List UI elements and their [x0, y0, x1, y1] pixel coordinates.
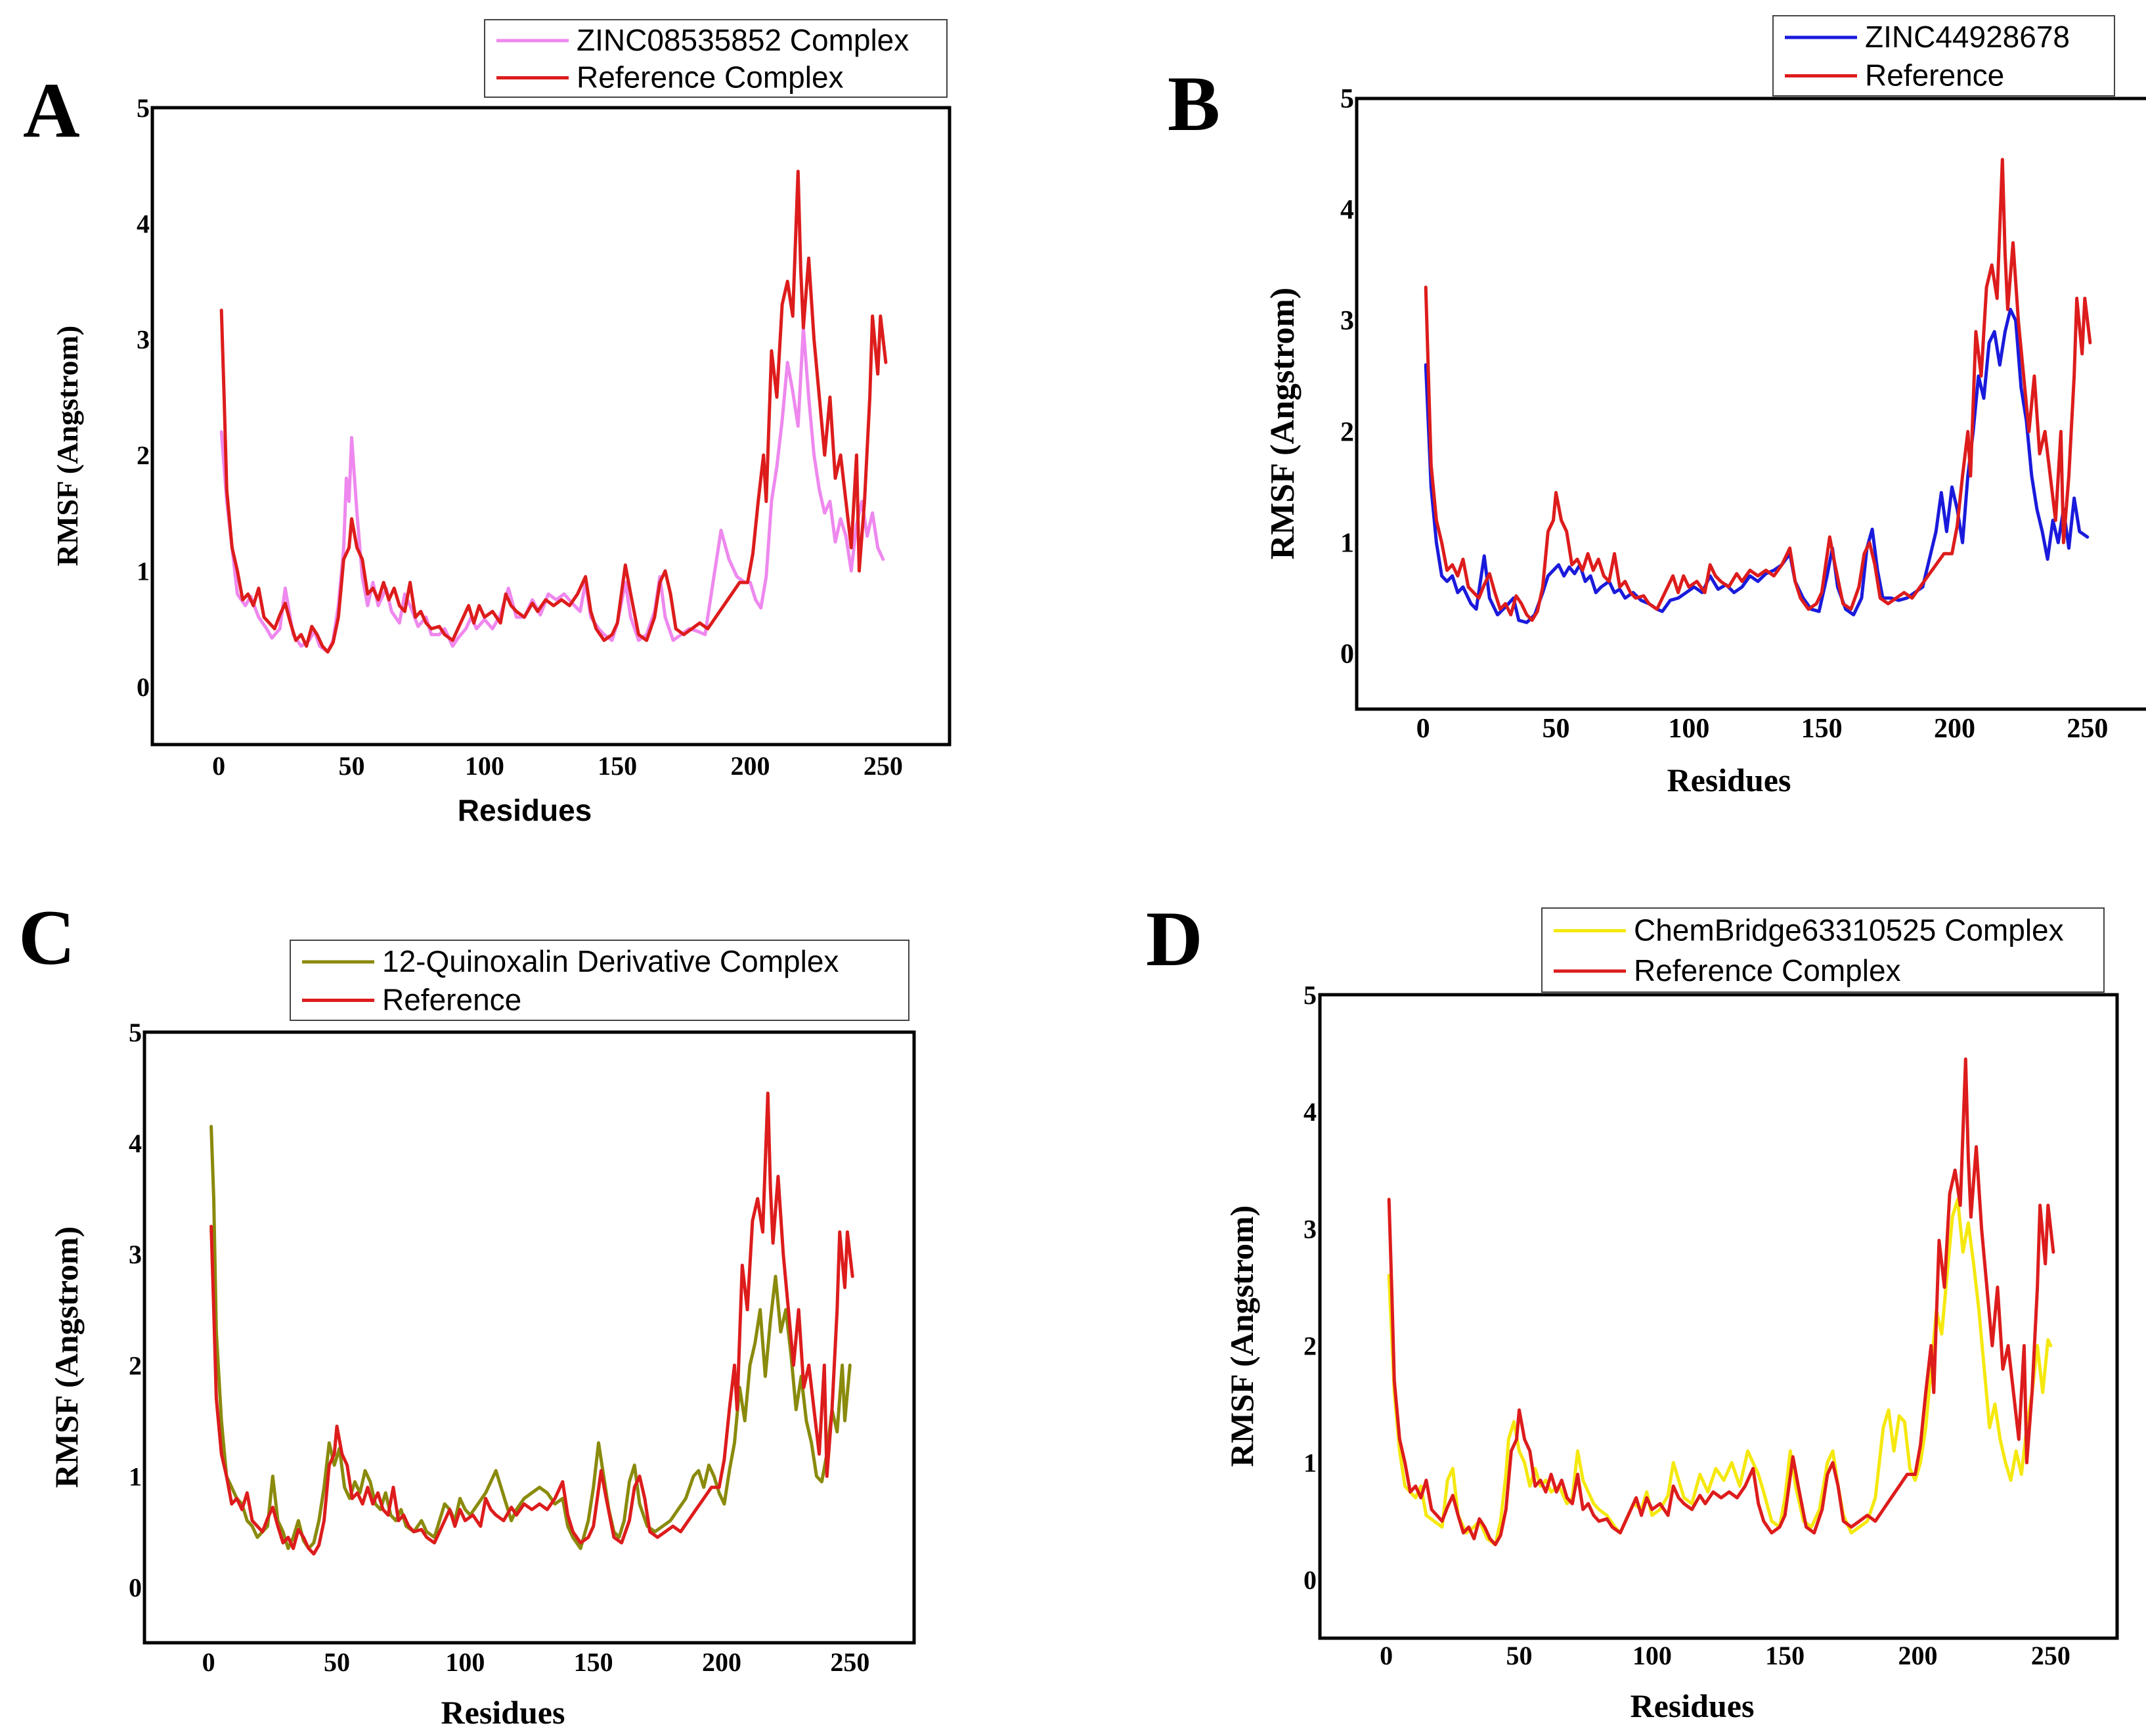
legend-label: 12-Quinoxalin Derivative Complex: [382, 944, 839, 978]
x-tick-label: 0: [1416, 714, 1430, 744]
series-line-complex: [1387, 1198, 2053, 1546]
y-tick-label: 5: [1303, 980, 1317, 1010]
x-tick-label: 250: [2031, 1641, 2070, 1670]
panel-c: C 0 50 100 150 200 250 0 1 2 3 4 5 Residues RMSF (Angs…: [18, 894, 916, 1731]
y-tick-label: 2: [137, 441, 150, 470]
legend-label: Reference Complex: [577, 60, 844, 95]
legend-box: [290, 940, 909, 1021]
x-tick-label: 100: [1632, 1641, 1672, 1670]
plot-frame: [1355, 97, 2146, 711]
series-group: [1424, 158, 2092, 624]
y-tick-label: 2: [1340, 417, 1354, 447]
series-line-reference: [1387, 1057, 2055, 1546]
legend-box: [484, 19, 948, 98]
x-tick-label: 200: [731, 751, 770, 781]
y-axis-title: RMSF (Angstrom): [1264, 288, 1302, 560]
y-tick-label: 0: [137, 672, 150, 702]
panel-d: D 0 50 100 150 200 250 0 1 2 3 4 5 Residues RMSF (Angs…: [1146, 895, 2119, 1724]
x-tick-label: 50: [324, 1647, 350, 1677]
panel-letter-b: B: [1168, 60, 1220, 147]
y-tick-label: 2: [129, 1351, 142, 1380]
x-tick-label: 0: [212, 751, 225, 781]
legend-label: Reference Complex: [1634, 953, 1901, 987]
panel-letter-c: C: [18, 894, 76, 981]
panel-b: B 0 50 100 150 200 250 0 1 2 3 4 5 Residues RMSF (Angs…: [1168, 15, 2146, 798]
plot-frame: [142, 1030, 916, 1645]
x-tick-label: 250: [864, 751, 903, 781]
series-line-complex: [209, 1125, 852, 1550]
x-tick-label: 250: [830, 1647, 869, 1677]
y-tick-label: 3: [1303, 1214, 1317, 1244]
x-tick-label: 150: [598, 751, 637, 781]
x-axis-title: Residues: [458, 793, 592, 827]
legend-label: Reference: [1865, 58, 2004, 93]
legend-label: Reference: [382, 983, 521, 1017]
x-tick-label: 100: [1668, 714, 1709, 744]
series-group: [209, 1091, 854, 1556]
legend: 12-Quinoxalin Derivative Complex Referenc…: [290, 940, 909, 1021]
y-tick-label: 0: [1340, 639, 1354, 669]
plot-frame: [1318, 993, 2119, 1640]
y-tick-label: 3: [129, 1240, 142, 1269]
y-tick-label: 1: [137, 556, 150, 586]
y-tick-label: 5: [129, 1018, 142, 1047]
x-tick-label: 200: [1898, 1641, 1938, 1670]
x-tick-label: 150: [574, 1647, 613, 1677]
x-tick-label: 50: [1543, 714, 1570, 744]
series-group: [1387, 1057, 2055, 1546]
y-tick-label: 4: [129, 1129, 142, 1158]
x-axis-title: Residues: [441, 1694, 565, 1731]
legend-label: ZINC44928678: [1865, 20, 2070, 54]
x-tick-label: 50: [339, 751, 365, 781]
y-tick-label: 3: [137, 325, 150, 355]
series-line-reference: [1424, 158, 2092, 622]
y-tick-label: 0: [1303, 1565, 1317, 1595]
panel-a: A 0 50 100 150 200 250 0 1 2 3 4 5 Residues RMSF (Angs…: [23, 19, 952, 827]
y-tick-label: 5: [1340, 84, 1354, 114]
x-tick-label: 150: [1801, 714, 1843, 744]
x-axis-title: Residues: [1667, 762, 1791, 798]
panel-letter-d: D: [1146, 895, 1203, 982]
y-axis-title: RMSF (Angstrom): [1223, 1205, 1260, 1467]
x-tick-label: 100: [445, 1647, 485, 1677]
y-axis-title: RMSF (Angstrom): [48, 1226, 85, 1488]
x-tick-label: 150: [1765, 1641, 1805, 1670]
y-tick-label: 0: [129, 1573, 142, 1602]
x-tick-label: 0: [202, 1647, 215, 1677]
legend-label: ChemBridge63310525 Complex: [1634, 913, 2064, 947]
y-tick-label: 1: [1303, 1448, 1317, 1478]
legend-box: [1541, 907, 2105, 993]
x-tick-label: 50: [1506, 1641, 1533, 1670]
panel-letter-a: A: [23, 66, 80, 154]
legend-label: ZINC08535852 Complex: [577, 23, 909, 57]
series-line-reference: [209, 1091, 854, 1556]
y-tick-label: 1: [1340, 528, 1354, 558]
series-group: [219, 169, 888, 654]
legend-box: [1772, 15, 2115, 97]
y-tick-label: 1: [129, 1462, 142, 1491]
series-line-reference: [219, 169, 888, 654]
y-tick-label: 4: [1303, 1097, 1317, 1127]
y-tick-label: 2: [1303, 1332, 1317, 1361]
x-tick-label: 0: [1380, 1641, 1393, 1670]
legend: ZINC44928678 Reference: [1772, 15, 2115, 97]
x-axis-title: Residues: [1631, 1687, 1755, 1724]
y-axis-title: RMSF (Angstrom): [51, 326, 84, 567]
legend: ChemBridge63310525 Complex Reference Comp…: [1541, 907, 2105, 993]
y-tick-label: 4: [137, 209, 150, 238]
y-tick-label: 3: [1340, 306, 1354, 336]
x-tick-label: 250: [2067, 714, 2108, 744]
plot-frame: [150, 106, 952, 747]
x-tick-label: 200: [1934, 714, 1975, 744]
y-tick-label: 4: [1340, 195, 1354, 225]
y-tick-label: 5: [137, 93, 150, 123]
x-tick-label: 100: [465, 751, 504, 781]
x-tick-label: 200: [702, 1647, 741, 1677]
